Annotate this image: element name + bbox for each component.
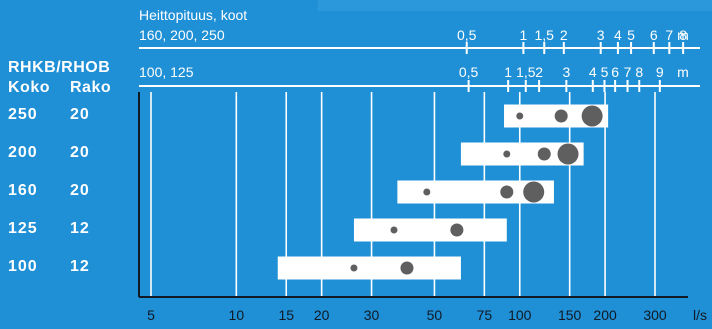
point-200-3 <box>557 143 579 165</box>
throw-tick-label-1-1: 1 <box>520 27 528 43</box>
point-100-1 <box>350 264 358 272</box>
x-tick-label-15: 15 <box>278 307 294 323</box>
throw-tick-label-1-8: 8 <box>679 27 687 43</box>
throw-tick-label-1-6: 6 <box>650 27 658 43</box>
throw-tick-label-1-5: 5 <box>627 27 635 43</box>
throw-tick-label-1-7: 7 <box>665 27 673 43</box>
row-gap-125: 12 <box>70 220 90 237</box>
x-tick-label-150: 150 <box>558 307 582 323</box>
x-axis: 5 10 15 20 30 50 75 100 150 200 300 l/s <box>147 307 707 323</box>
throw-tick-label-1-2: 2 <box>560 27 568 43</box>
x-tick-label-50: 50 <box>427 307 443 323</box>
size-column-heading: Koko <box>8 79 50 96</box>
row-size-160: 160 <box>8 182 38 199</box>
point-250-3 <box>581 105 603 127</box>
range-bar-200 <box>460 142 584 166</box>
row-size-125: 125 <box>8 220 38 237</box>
throw-tick-label-2-1: 1 <box>504 64 512 80</box>
point-200-1 <box>503 150 511 158</box>
throw-tick-label-2-1,5: 1,5 <box>516 64 536 80</box>
point-100-2 <box>400 261 414 275</box>
point-250-2 <box>554 109 568 123</box>
row-label-100: 100 12 <box>8 258 128 276</box>
throw-unit-1: m <box>677 27 689 43</box>
point-160-2 <box>500 185 514 199</box>
throw-tick-label-2-8: 8 <box>635 64 643 80</box>
point-200-2 <box>537 147 551 161</box>
header-panel-edge <box>318 0 712 11</box>
row-gap-200: 20 <box>70 144 90 161</box>
x-tick-label-200: 200 <box>593 307 617 323</box>
point-160-1 <box>423 188 431 196</box>
point-160-3 <box>523 181 545 203</box>
throw-scales: 0,5 1 1,5 2 3 4 5 6 7 8m0,5 1 1,5 2 3 4 5 6 7 8 9 m <box>139 27 700 92</box>
scale-b-label: 100, 125 <box>139 64 194 80</box>
throw-tick-label-2-2: 2 <box>535 64 543 80</box>
throw-tick-label-1-3: 3 <box>597 27 605 43</box>
throw-tick-label-2-7: 7 <box>624 64 632 80</box>
row-size-100: 100 <box>8 258 38 275</box>
throw-tick-label-1-4: 4 <box>614 27 622 43</box>
throw-tick-label-2-6: 6 <box>611 64 619 80</box>
row-label-250: 250 20 <box>8 106 128 124</box>
throw-tick-label-2-3: 3 <box>562 64 570 80</box>
throw-title: Heittopituus, koot <box>139 7 247 23</box>
x-tick-label-300: 300 <box>643 307 667 323</box>
row-gap-250: 20 <box>70 106 90 123</box>
throw-tick-label-2-4: 4 <box>589 64 597 80</box>
throw-tick-label-2-9: 9 <box>656 64 664 80</box>
row-gap-160: 20 <box>70 182 90 199</box>
point-250-1 <box>516 112 524 120</box>
point-125-1 <box>390 226 398 234</box>
x-tick-label-5: 5 <box>147 307 155 323</box>
row-label-125: 125 12 <box>8 220 128 238</box>
x-tick-label-100: 100 <box>508 307 532 323</box>
x-tick-label-30: 30 <box>364 307 380 323</box>
scale-a-label: 160, 200, 250 <box>139 27 225 43</box>
throw-unit-2: m <box>677 64 689 80</box>
throw-tick-label-2-5: 5 <box>601 64 609 80</box>
range-bar-160 <box>397 180 554 204</box>
range-bar-125 <box>353 218 507 242</box>
row-label-160: 160 20 <box>8 182 128 200</box>
x-tick-label-20: 20 <box>314 307 330 323</box>
x-tick-label-75: 75 <box>477 307 493 323</box>
row-size-250: 250 <box>8 106 38 123</box>
x-unit-label: l/s <box>693 307 707 323</box>
model-heading: RHKB/RHOB <box>8 59 111 76</box>
gap-column-heading: Rako <box>70 79 112 96</box>
x-tick-label-10: 10 <box>229 307 245 323</box>
throw-tick-label-2-0,5: 0,5 <box>459 64 479 80</box>
point-125-2 <box>450 223 464 237</box>
column-headings: Koko Rako <box>8 79 111 97</box>
row-label-200: 200 20 <box>8 144 128 162</box>
throw-tick-label-1-1,5: 1,5 <box>535 27 555 43</box>
range-bar-100 <box>277 256 461 280</box>
row-gap-100: 12 <box>70 258 90 275</box>
row-size-200: 200 <box>8 144 38 161</box>
throw-tick-label-1-0,5: 0,5 <box>457 27 477 43</box>
plot-area <box>138 92 688 298</box>
